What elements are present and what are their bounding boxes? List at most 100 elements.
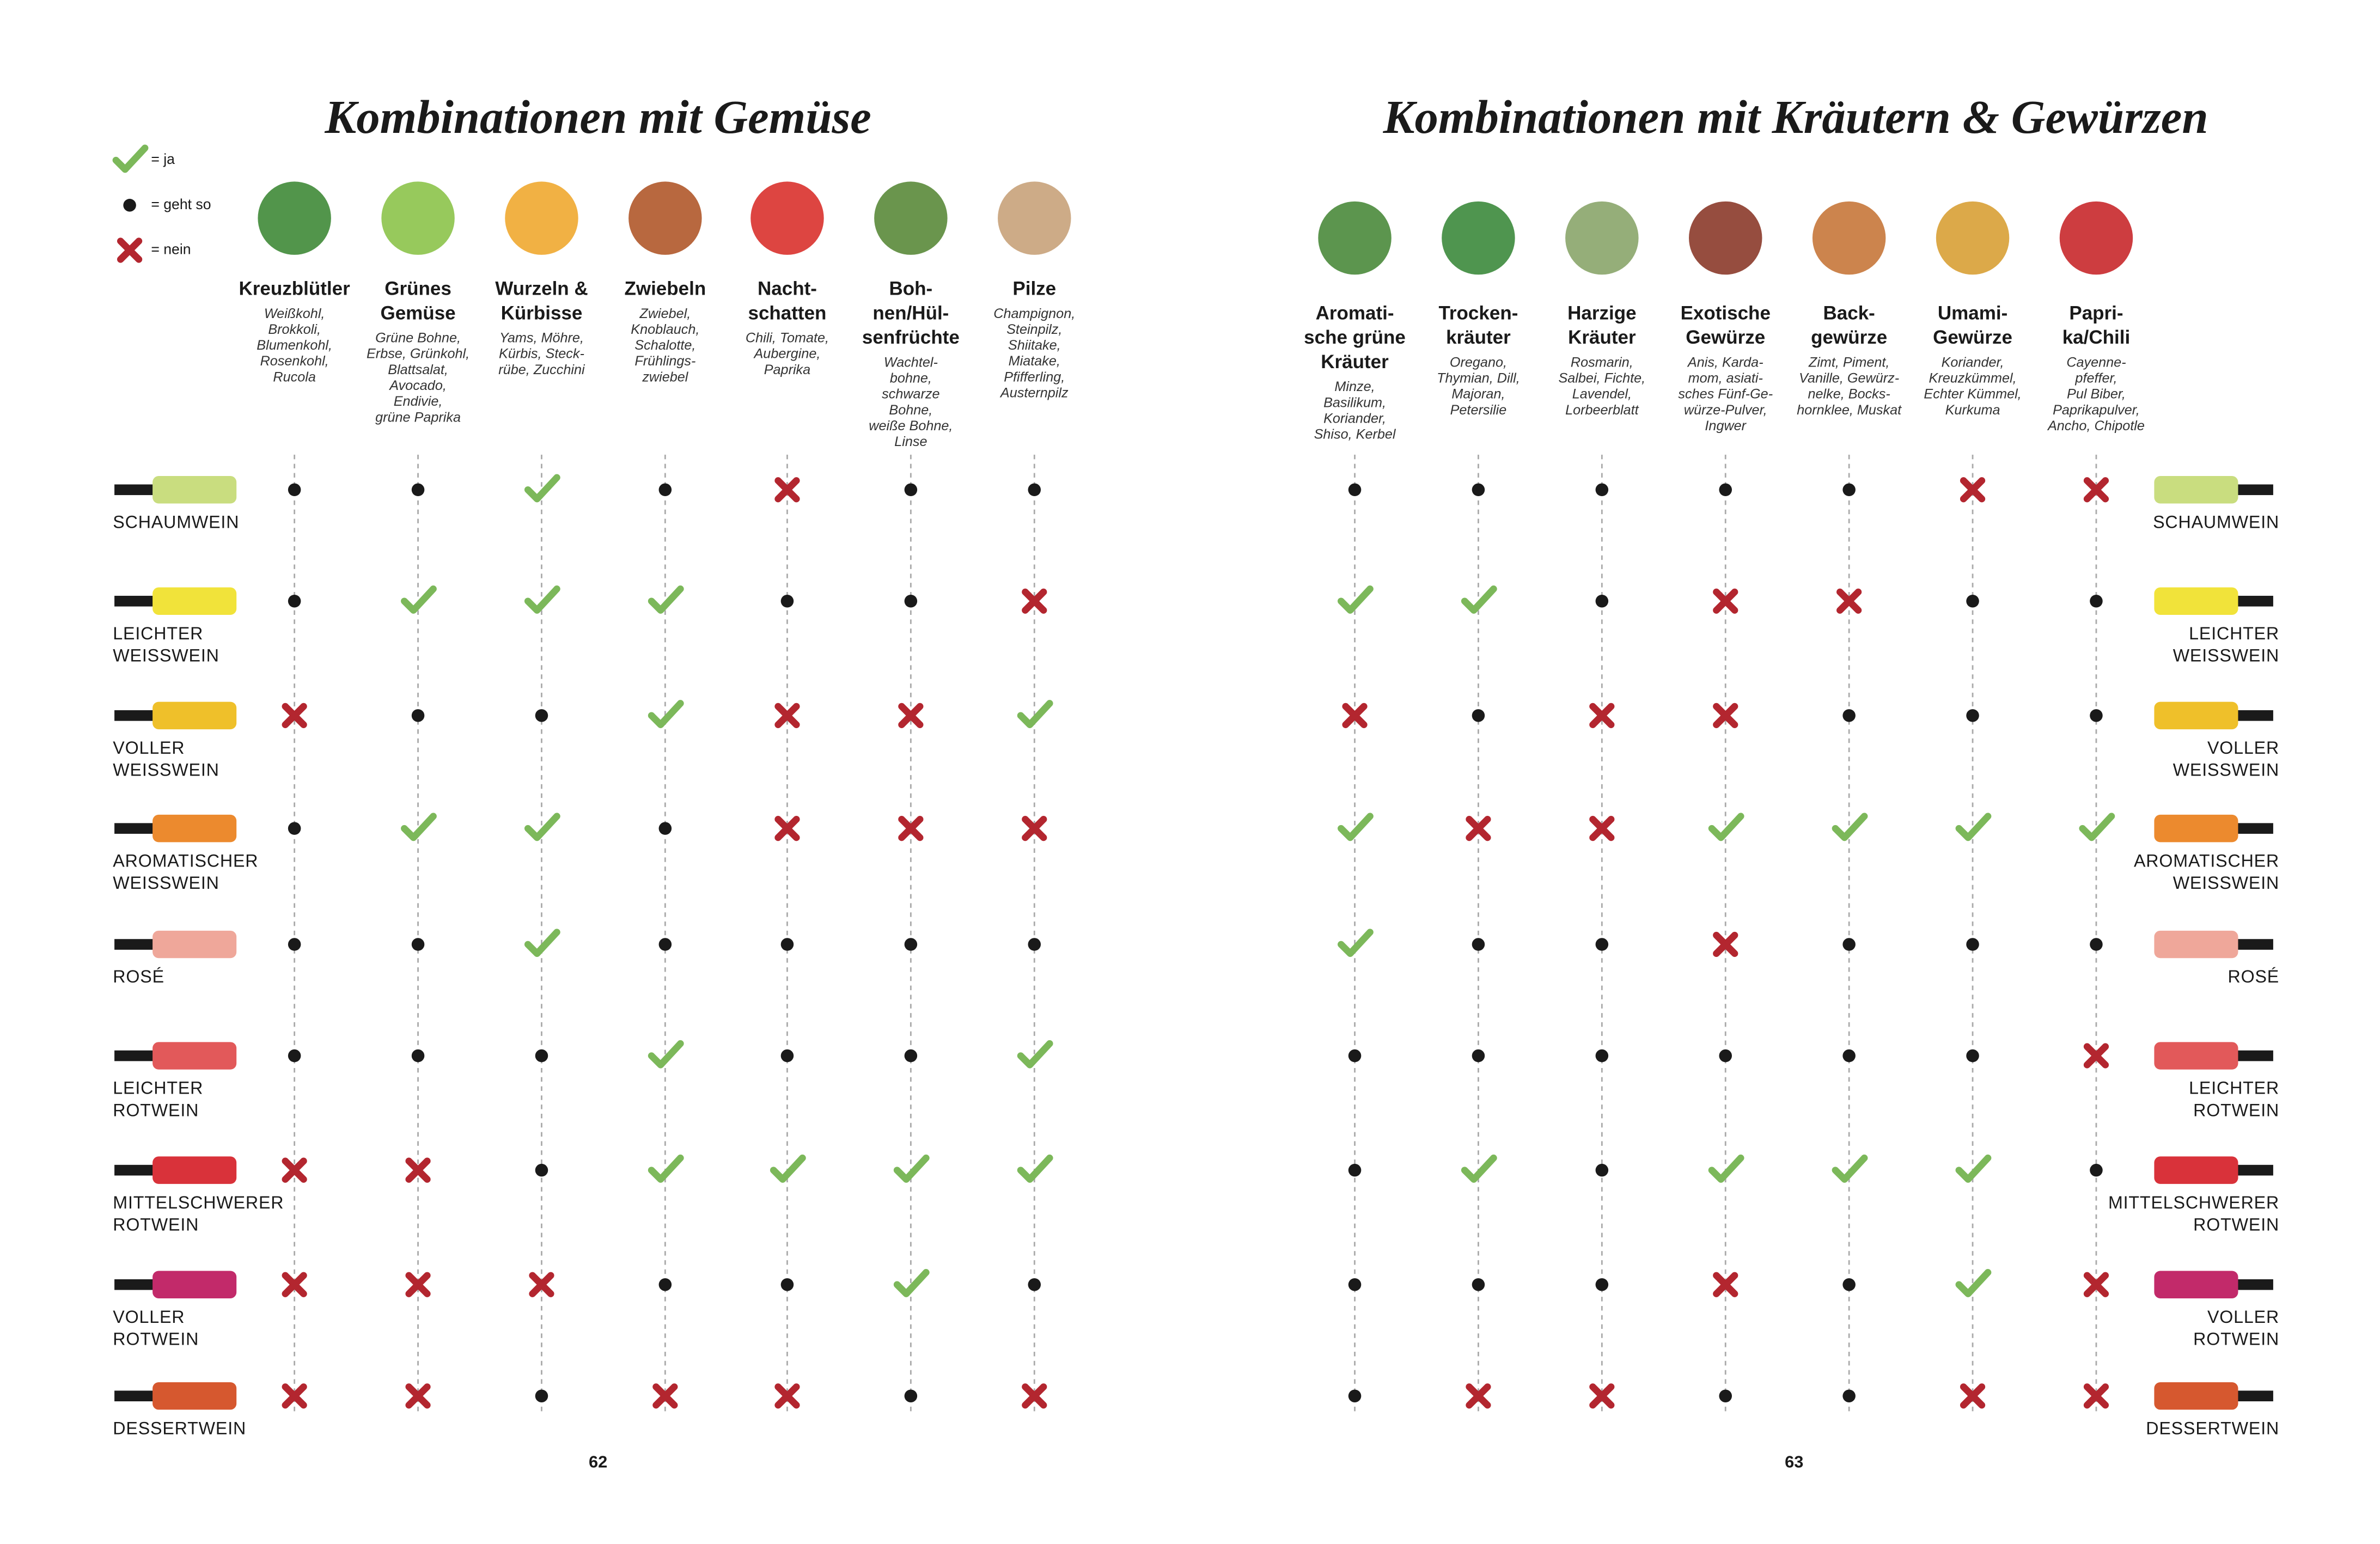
column-examples: Pfifferling, [1004, 369, 1065, 385]
dot [1719, 1049, 1732, 1063]
dot [1842, 483, 1856, 497]
rating-geht-so [1595, 483, 1609, 497]
wine-name: WEISSWEIN [113, 760, 219, 780]
bottle-neck [2230, 595, 2273, 607]
column-examples: Kurkuma [1945, 402, 2000, 418]
bottle-body [2154, 814, 2238, 843]
dot [1842, 709, 1856, 722]
rating-nein [1022, 1383, 1047, 1409]
check [1832, 1154, 1868, 1183]
wine-name: ROTWEIN [2193, 1215, 2279, 1234]
column-examples: Chili, Tomate, [746, 331, 829, 346]
rating-ja [1955, 813, 1992, 841]
wine-name: WEISSWEIN [2173, 760, 2279, 780]
wine-name: WEISSWEIN [2173, 873, 2279, 893]
column-examples: Zimt, Piment, [1808, 355, 1889, 370]
check [112, 144, 149, 173]
dot [1472, 1278, 1485, 1291]
rating-ja [401, 585, 437, 614]
bottle-body [152, 1271, 237, 1298]
bottle-neck [114, 939, 157, 950]
bottle-neck [114, 710, 157, 721]
cross [1713, 931, 1738, 957]
rating-nein [529, 1272, 554, 1297]
wine-name: ROSÉ [2228, 967, 2279, 986]
rating-geht-so [1595, 1163, 1609, 1177]
rating-geht-so [535, 1163, 548, 1177]
legend-label: = geht so [151, 196, 211, 212]
column-examples: Wachtel- [884, 355, 938, 370]
rating-geht-so [288, 594, 301, 608]
food-icon [1689, 201, 1762, 275]
rating-geht-so [288, 938, 301, 951]
wine-name: ROTWEIN [2193, 1329, 2279, 1348]
dot [2090, 594, 2103, 608]
check [648, 700, 684, 728]
check [524, 813, 560, 841]
wine-bottle [2154, 1042, 2273, 1070]
cross [529, 1272, 554, 1297]
column-examples: Champignon, [993, 306, 1075, 321]
rating-geht-so [1595, 1278, 1609, 1291]
rating-ja [770, 1154, 806, 1183]
rating-geht-so [1966, 938, 1979, 951]
wine-name: WEISSWEIN [113, 873, 219, 893]
rating-geht-so [2090, 938, 2103, 951]
rating-nein [2083, 477, 2109, 503]
check [893, 1154, 930, 1183]
bottle-neck [114, 1050, 157, 1061]
rating-geht-so [1472, 1049, 1485, 1063]
check [1461, 585, 1497, 614]
rating-nein [117, 237, 143, 263]
wine-bottle [2154, 1382, 2273, 1410]
dot [1842, 1278, 1856, 1291]
column-name: Trocken- [1438, 302, 1518, 324]
bottle-neck [2230, 484, 2273, 496]
column-examples: Rosmarin, [1571, 355, 1633, 370]
rating-geht-so [904, 938, 918, 951]
check [1955, 1154, 1992, 1183]
cross [2083, 1043, 2109, 1069]
dot [411, 709, 425, 722]
food-icon [1936, 201, 2010, 275]
check [1338, 813, 1374, 841]
cross [117, 237, 143, 263]
column-examples: Aubergine, [753, 346, 821, 362]
rating-geht-so [1348, 1163, 1362, 1177]
rating-geht-so [288, 822, 301, 835]
rating-geht-so [780, 1049, 794, 1063]
wine-bottle [114, 1156, 237, 1184]
column-name: Kräuter [1568, 327, 1636, 348]
rating-geht-so [288, 483, 301, 497]
dot [1966, 1049, 1979, 1063]
wine-name: AROMATISCHER [113, 851, 258, 870]
rating-nein [774, 703, 800, 728]
column-examples: Bohne, [889, 402, 932, 418]
bottle-body [2154, 476, 2238, 504]
dot [1595, 1049, 1609, 1063]
rating-geht-so [780, 594, 794, 608]
column-examples: Austernpilz [999, 385, 1069, 400]
bottle-body [2154, 1382, 2238, 1410]
rating-geht-so [535, 709, 548, 722]
column-examples: mom, asiati- [1688, 371, 1763, 386]
column-examples: Zwiebel, [639, 306, 691, 321]
dot [1472, 938, 1485, 951]
cross [652, 1383, 678, 1409]
column-examples: Vanille, Gewürz- [1799, 371, 1899, 386]
food-icon [2059, 201, 2133, 275]
column-examples: Ingwer [1705, 418, 1747, 434]
check [1461, 1154, 1497, 1183]
bottle-body [2154, 1042, 2238, 1070]
dot [780, 1278, 794, 1291]
rating-geht-so [658, 1278, 672, 1291]
dot [1595, 938, 1609, 951]
wine-name: LEICHTER [113, 624, 203, 643]
dot [904, 483, 918, 497]
rating-geht-so [2090, 1163, 2103, 1177]
wine-name: MITTELSCHWERER [2108, 1193, 2279, 1212]
wine-name: LEICHTER [113, 1078, 203, 1098]
cross [1960, 477, 1986, 503]
food-icon [505, 181, 578, 255]
